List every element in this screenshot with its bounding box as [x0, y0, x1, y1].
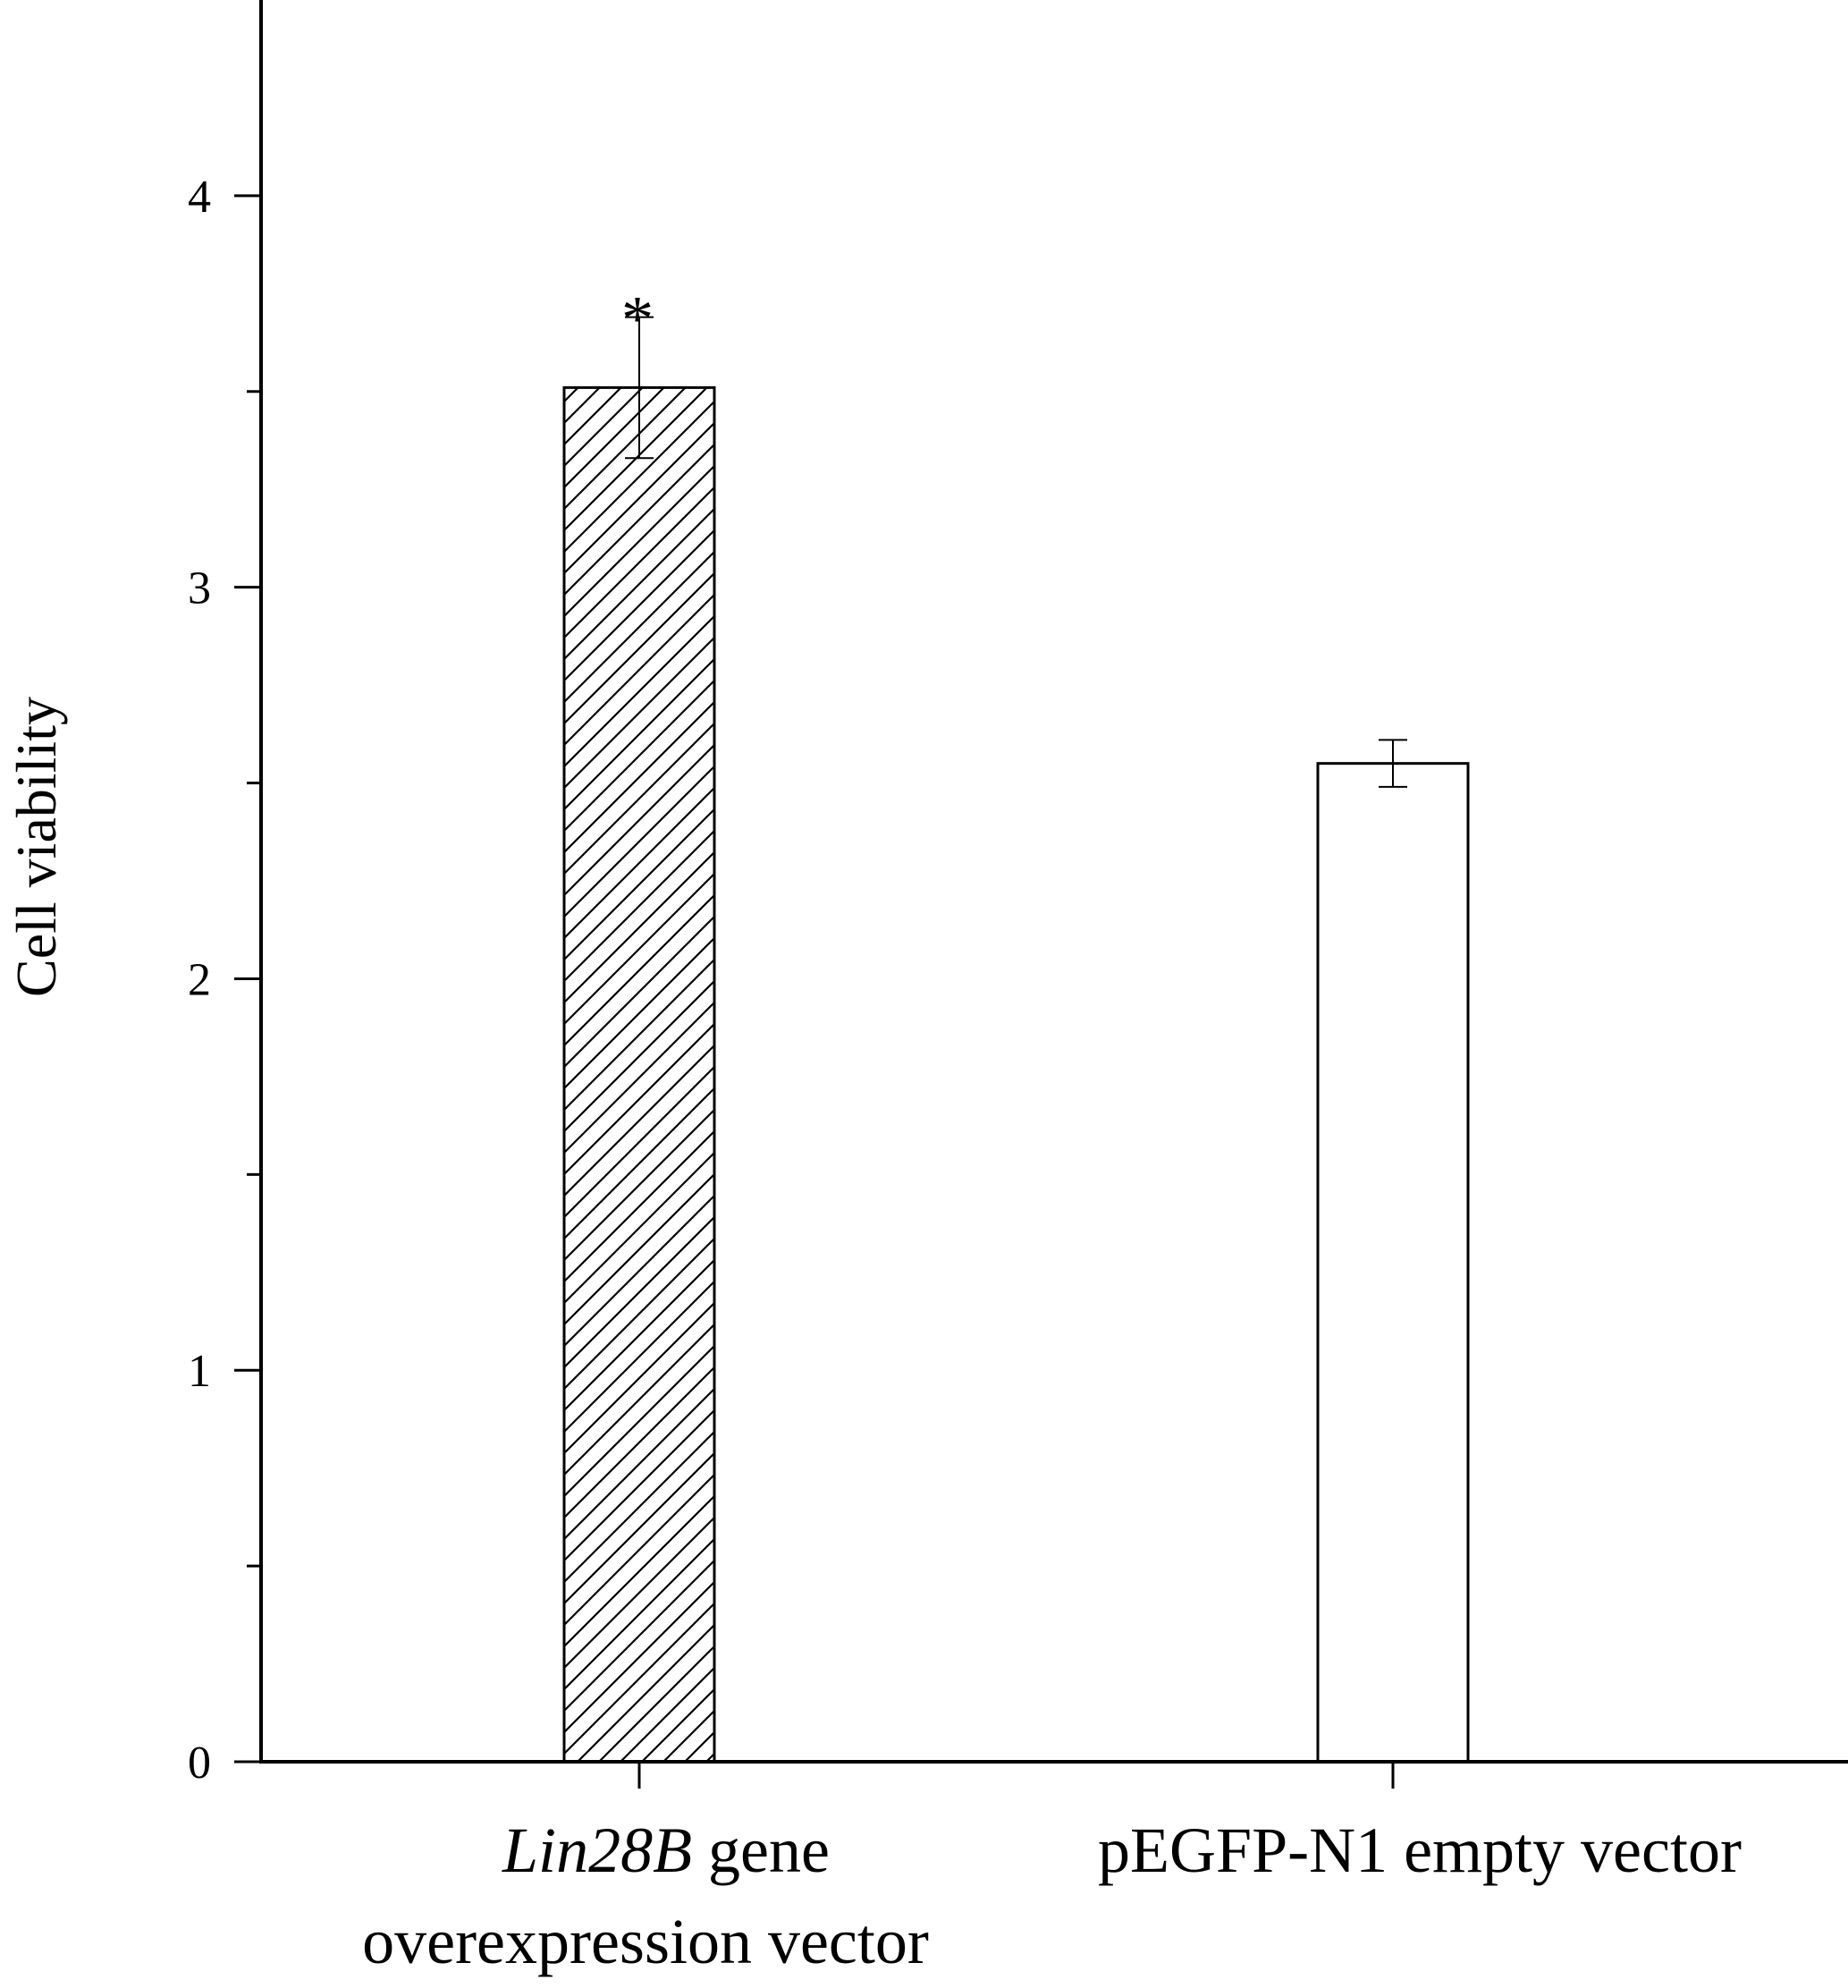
x-category-label-text-1: gene: [692, 1815, 830, 1886]
bar-1: [562, 385, 716, 1764]
axes-layer: 0 1 2 3 4 Lin28B gene overexpression vector pEG…: [188, 0, 1848, 1977]
bar-2: [1316, 762, 1470, 1764]
x-category-label-line2-1: overexpression vector: [362, 1906, 929, 1977]
y-axis-title: Cell viability: [4, 697, 68, 997]
x-category-label-italic-1: Lin28B: [502, 1815, 692, 1886]
y-tick-label-4: 4: [188, 172, 211, 223]
x-category-label-text-2: pEGFP-N1 empty vector: [1098, 1815, 1742, 1886]
bars-layer: *: [562, 283, 1470, 1764]
y-tick-label-0: 0: [188, 1738, 211, 1789]
y-tick-label-1: 1: [188, 1346, 211, 1397]
x-category-label-2: pEGFP-N1 empty vector: [1098, 1815, 1742, 1886]
significance-marker-1: *: [621, 283, 654, 355]
x-category-label-1: Lin28B gene: [502, 1815, 830, 1886]
y-tick-label-2: 2: [188, 954, 211, 1005]
y-tick-label-3: 3: [188, 563, 211, 614]
